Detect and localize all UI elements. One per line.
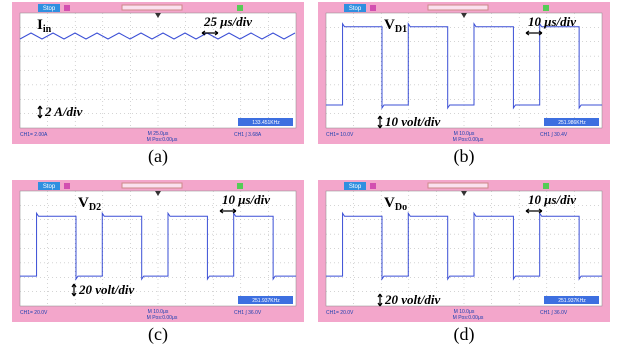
indicator <box>543 5 549 11</box>
screen <box>326 13 602 128</box>
trigger-level: CH1 ∫ 3.68A <box>234 132 262 138</box>
time-scale: 10 μs/div <box>528 192 576 207</box>
signal-sub: D1 <box>395 24 407 35</box>
stop-label: Stop <box>43 6 56 12</box>
position-bar <box>122 5 182 10</box>
trigger-level: CH1 ∫ 36.0V <box>540 310 568 316</box>
amp-scale: 20 volt/div <box>384 292 440 307</box>
signal-sub: D2 <box>89 202 101 213</box>
frequency: 251.937KHz <box>252 298 280 304</box>
trigger-level: CH1 ∫ 36.0V <box>234 310 262 316</box>
frequency: 251.986KHz <box>558 120 586 126</box>
channel-scale: CH1= 2.00A <box>20 132 48 138</box>
indicator <box>64 5 70 11</box>
time-scale: 25 μs/div <box>203 14 252 29</box>
channel-scale: CH1= 20.0V <box>20 310 48 316</box>
time-position: M Pos:0.00μs <box>453 137 484 143</box>
scope-panel: Stop VD1 10 μs/div 10 volt/div 251.986KHz CH1… <box>318 2 610 144</box>
indicator <box>64 183 70 189</box>
signal-main: V <box>78 195 89 211</box>
amp-scale: 10 volt/div <box>385 114 440 129</box>
stop-label: Stop <box>349 184 362 190</box>
indicator <box>370 183 376 189</box>
time-scale: 10 μs/div <box>222 192 270 207</box>
time-position: M Pos:0.00μs <box>453 315 484 321</box>
screen <box>20 191 296 306</box>
amp-scale: 2 A/div <box>44 104 83 119</box>
screen <box>326 191 602 306</box>
signal-main: V <box>384 195 395 211</box>
indicator <box>237 183 243 189</box>
signal-main: V <box>384 17 395 33</box>
signal-sub: Do <box>395 202 407 213</box>
channel-scale: CH1= 20.0V <box>326 310 354 316</box>
frequency: 133.451KHz <box>252 120 280 126</box>
indicator <box>237 5 243 11</box>
caption: (d) <box>454 324 475 345</box>
time-position: M Pos:0.00μs <box>147 315 178 321</box>
figure: StopIin25 μs/div2 A/div133.451KHzCH1= 2.… <box>0 0 628 349</box>
scope-panel: Stop VD2 10 μs/div 20 volt/div 251.937KHz CH1… <box>12 180 304 322</box>
caption: (b) <box>454 146 475 167</box>
channel-scale: CH1= 10.0V <box>326 132 354 138</box>
caption: (a) <box>148 146 168 167</box>
indicator <box>543 183 549 189</box>
frequency: 251.937KHz <box>558 298 586 304</box>
caption: (c) <box>148 324 168 345</box>
signal-sub: in <box>43 24 52 35</box>
scope-panel: Stop VDo 10 μs/div 20 volt/div 251.937KHz CH1… <box>318 180 610 322</box>
time-position: M Pos:0.00μs <box>147 137 178 143</box>
trigger-level: CH1 ∫ 30.4V <box>540 132 568 138</box>
stop-label: Stop <box>43 184 56 190</box>
stop-label: Stop <box>349 6 362 12</box>
time-scale: 10 μs/div <box>528 14 576 29</box>
amp-scale: 20 volt/div <box>78 282 134 297</box>
position-bar <box>122 183 182 188</box>
position-bar <box>428 183 488 188</box>
position-bar <box>428 5 488 10</box>
indicator <box>370 5 376 11</box>
